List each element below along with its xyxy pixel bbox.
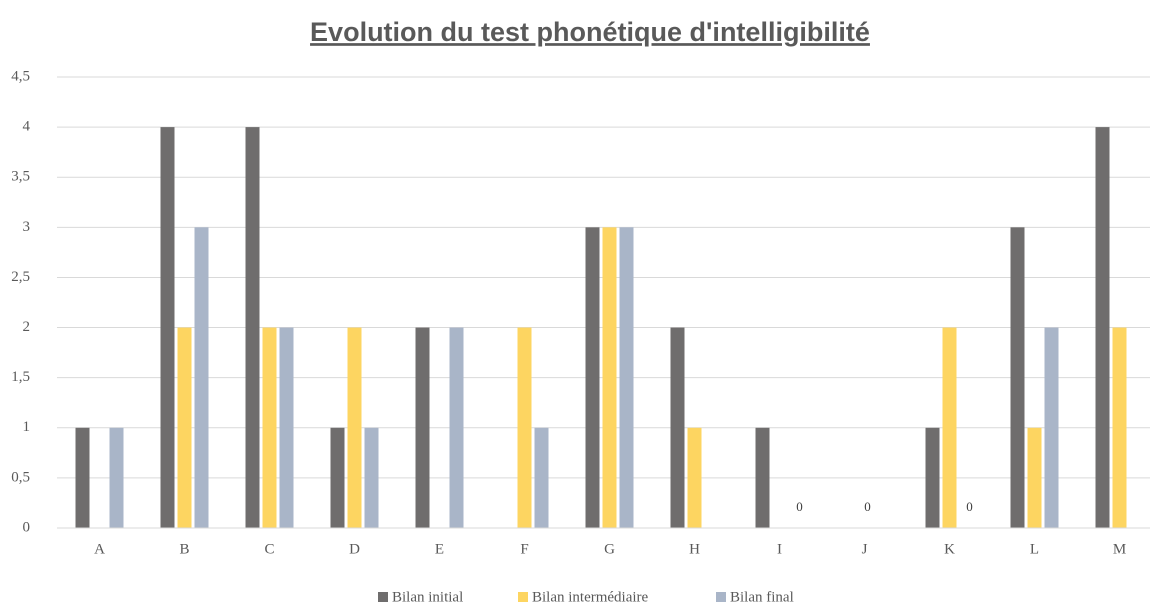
bar	[1112, 327, 1127, 528]
bar	[1010, 227, 1025, 529]
legend-label: Bilan final	[730, 589, 794, 605]
bar	[279, 327, 294, 528]
bar	[75, 427, 90, 528]
y-tick-label: 4	[23, 119, 31, 135]
x-tick-label: C	[264, 541, 274, 557]
y-tick-label: 3	[23, 219, 31, 235]
bar	[160, 127, 175, 528]
y-tick-label: 1,5	[11, 369, 30, 385]
y-tick-label: 0,5	[11, 469, 30, 485]
legend-swatch	[716, 592, 726, 602]
x-tick-label: K	[944, 541, 955, 557]
bar	[194, 227, 209, 529]
bar	[1027, 427, 1042, 528]
data-label: 0	[864, 499, 871, 514]
data-label: 0	[966, 499, 973, 514]
bar	[942, 327, 957, 528]
legend-label: Bilan initial	[392, 589, 463, 605]
x-tick-label: H	[689, 541, 700, 557]
x-tick-label: J	[862, 541, 868, 557]
x-tick-label: D	[349, 541, 360, 557]
bar	[1044, 327, 1059, 528]
x-tick-label: A	[94, 541, 105, 557]
bar	[602, 227, 617, 529]
legend-label: Bilan intermédiaire	[532, 589, 649, 605]
legend-swatch	[518, 592, 528, 602]
x-tick-label: E	[435, 541, 444, 557]
bar	[245, 127, 260, 528]
x-tick-label: F	[520, 541, 528, 557]
y-tick-label: 4,5	[11, 68, 30, 84]
legend-swatch	[378, 592, 388, 602]
bar	[364, 427, 379, 528]
bar	[177, 327, 192, 528]
bar	[670, 327, 685, 528]
x-tick-label: G	[604, 541, 615, 557]
x-tick-label: M	[1113, 541, 1126, 557]
y-tick-label: 3,5	[11, 169, 30, 185]
x-tick-label: B	[179, 541, 189, 557]
bar	[517, 327, 532, 528]
bar	[755, 427, 770, 528]
data-label: 0	[796, 499, 803, 514]
y-tick-label: 2,5	[11, 269, 30, 285]
bar	[262, 327, 277, 528]
bar	[330, 427, 345, 528]
chart-title: Evolution du test phonétique d'intelligi…	[310, 17, 870, 47]
bar	[619, 227, 634, 529]
bar	[687, 427, 702, 528]
bar	[109, 427, 124, 528]
y-tick-label: 2	[23, 319, 31, 335]
bar	[534, 427, 549, 528]
x-tick-label: L	[1030, 541, 1039, 557]
y-tick-label: 1	[23, 419, 31, 435]
bar	[925, 427, 940, 528]
bar	[449, 327, 464, 528]
x-tick-label: I	[777, 541, 782, 557]
bar	[415, 327, 430, 528]
bar	[585, 227, 600, 529]
y-tick-label: 0	[23, 519, 31, 535]
bar	[347, 327, 362, 528]
bar	[1095, 127, 1110, 528]
